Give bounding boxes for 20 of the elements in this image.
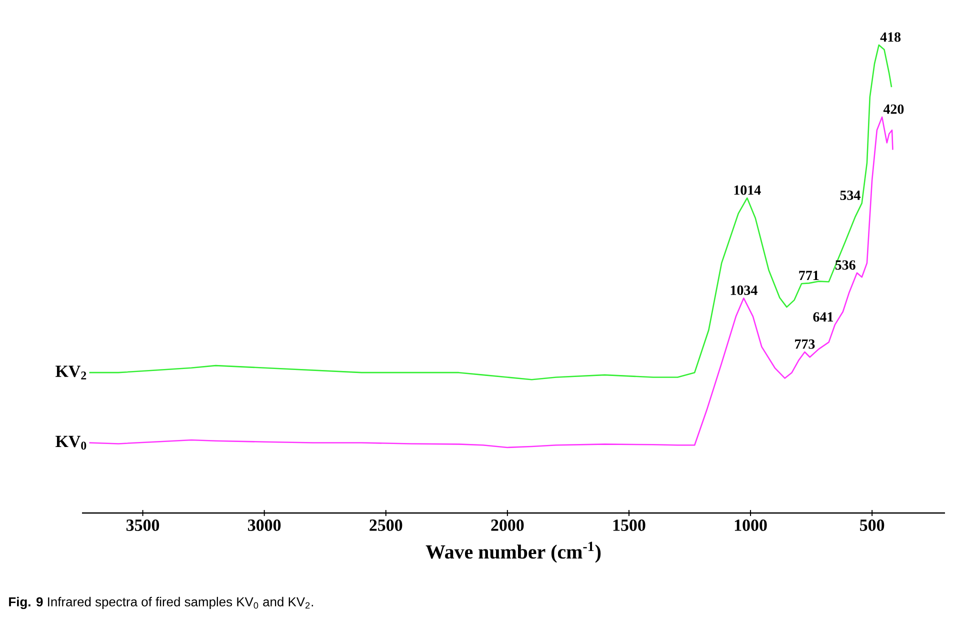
annotation: 773 (795, 339, 815, 349)
x-tick-label: 2000 (491, 520, 524, 531)
annotation: 534 (840, 190, 860, 200)
series-label: KV$_{2}$ (56, 366, 86, 380)
x-tick-label: 1000 (734, 520, 767, 531)
x-tick-label: 3000 (248, 520, 281, 531)
x-axis-title: Wave number (cm$^{-1}$) (426, 542, 601, 563)
text: Fig. 9 Infrared spectra of fired samples KV$_{0}$ and KV$_{2}$. (9, 596, 314, 610)
annotation: 771 (799, 270, 819, 280)
annotation: 418 (880, 32, 901, 42)
annotation: 536 (835, 260, 856, 270)
series-label: KV$_{0}$ (56, 436, 86, 450)
annotation: 1034 (730, 286, 758, 295)
annotation: 641 (813, 312, 833, 322)
x-tick-label: 2500 (370, 520, 402, 531)
annotation: 1014 (734, 185, 761, 195)
x-tick-label: 1500 (613, 520, 646, 531)
x-tick-label: 3500 (126, 520, 160, 531)
annotation: 420 (883, 104, 904, 114)
x-tick-label: 500 (860, 520, 884, 531)
